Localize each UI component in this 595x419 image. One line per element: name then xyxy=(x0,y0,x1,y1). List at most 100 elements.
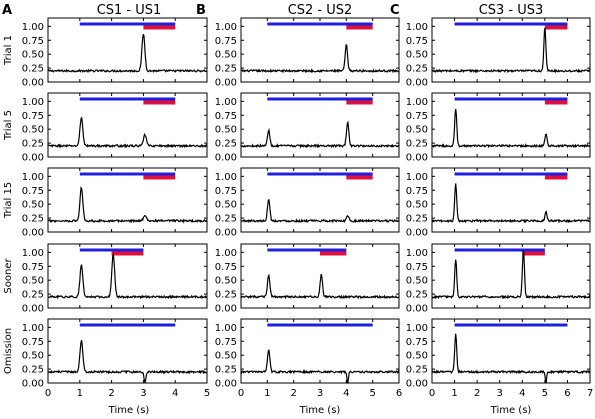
y-tick-label: 0.25 xyxy=(22,214,44,225)
response-trace xyxy=(47,34,208,74)
axes-frame xyxy=(431,243,591,309)
y-tick-label: 0.50 xyxy=(22,50,44,61)
response-trace xyxy=(240,273,400,300)
y-tick-label: 1.00 xyxy=(406,172,428,183)
axes-frame xyxy=(431,167,591,233)
y-tick-label: 0.50 xyxy=(406,50,428,61)
y-tick-label: 0.25 xyxy=(22,64,44,75)
y-tick-label: 0.00 xyxy=(215,153,237,164)
y-tick-label: 1.00 xyxy=(22,323,44,334)
x-tick-label: 5 xyxy=(542,388,548,399)
panel-c2-r5: 0.00 0.25 0.50 0.75 1.00 0 1 2 3 4 5 6 xyxy=(215,318,402,399)
x-tick-label: 3 xyxy=(317,388,323,399)
x-tick-label: 2 xyxy=(474,388,480,399)
panel-c1-r1: 0.00 0.25 0.50 0.75 1.00 Trial 1 xyxy=(3,17,208,89)
row-label: Omission xyxy=(3,328,14,374)
us-bar xyxy=(143,25,176,30)
us-bar xyxy=(346,25,373,30)
y-tick-label: 0.00 xyxy=(22,153,44,164)
y-tick-label: 0.25 xyxy=(406,365,428,376)
cs-bar xyxy=(454,248,545,252)
y-tick-label: 0.50 xyxy=(406,125,428,136)
panel-c3-r2: 0.00 0.25 0.50 0.75 1.00 xyxy=(406,92,591,164)
panel-c3-r3: 0.00 0.25 0.50 0.75 1.00 xyxy=(406,167,591,239)
panel-letter-b: B xyxy=(196,3,206,18)
y-tick-label: 1.00 xyxy=(22,248,44,259)
cs-bar xyxy=(454,22,568,26)
cs-bar xyxy=(79,248,144,252)
axes-frame xyxy=(240,318,400,384)
y-tick-label: 0.00 xyxy=(406,379,428,390)
y-tick-label: 0.00 xyxy=(22,304,44,315)
y-tick-label: 0.75 xyxy=(22,337,44,348)
y-tick-label: 0.25 xyxy=(22,139,44,150)
us-bar xyxy=(544,25,568,30)
y-tick-label: 0.25 xyxy=(215,290,237,301)
y-tick-label: 1.00 xyxy=(215,22,237,33)
row-label: Trial 1 xyxy=(3,35,14,66)
x-axis-labels: Time (s) Time (s) Time (s) xyxy=(108,405,532,416)
panel-c2-r3: 0.00 0.25 0.50 0.75 1.00 xyxy=(215,167,400,239)
y-tick-label: 1.00 xyxy=(215,172,237,183)
x-tick-label: 0 xyxy=(238,388,244,399)
y-tick-label: 0.50 xyxy=(22,276,44,287)
cs-bar xyxy=(267,248,347,252)
us-bar xyxy=(522,251,545,256)
panel-c1-r3: 0.00 0.25 0.50 0.75 1.00 Trial 15 xyxy=(3,167,208,239)
x-tick-label: 3 xyxy=(497,388,503,399)
y-tick-label: 0.25 xyxy=(22,365,44,376)
axes-frame xyxy=(431,318,591,384)
response-trace xyxy=(47,116,207,149)
panel-c3-r5: 0.00 0.25 0.50 0.75 1.00 0 1 2 3 4 5 6 7 xyxy=(406,318,593,399)
axes-frame xyxy=(431,17,591,83)
y-tick-label: 0.00 xyxy=(22,228,44,239)
y-tick-label: 1.00 xyxy=(22,172,44,183)
cs-bar xyxy=(79,97,176,101)
y-tick-label: 0.00 xyxy=(406,153,428,164)
cs-bar xyxy=(267,323,373,327)
cs-bar xyxy=(454,97,568,101)
cs-bar xyxy=(79,22,176,26)
response-trace xyxy=(240,120,400,149)
y-tick-label: 0.50 xyxy=(215,200,237,211)
x-tick-label: 0 xyxy=(429,388,435,399)
response-trace xyxy=(431,27,591,74)
axes-frame xyxy=(47,243,208,309)
y-tick-label: 0.50 xyxy=(406,200,428,211)
column-titles: CS1 - US1 CS2 - US2 CS3 - US3 xyxy=(97,3,544,18)
y-tick-label: 1.00 xyxy=(215,97,237,108)
x-tick-label: 2 xyxy=(108,388,114,399)
x-tick-label: 5 xyxy=(204,388,210,399)
y-tick-label: 0.75 xyxy=(215,186,237,197)
x-tick-label: 7 xyxy=(587,388,593,399)
us-bar xyxy=(544,175,568,180)
y-tick-label: 1.00 xyxy=(215,323,237,334)
x-tick-label: 4 xyxy=(343,388,349,399)
response-trace xyxy=(431,183,591,224)
panel-c1-r5: 0.00 0.25 0.50 0.75 1.00 0 1 2 3 4 5 Omission xyxy=(3,318,210,399)
y-tick-label: 0.00 xyxy=(22,379,44,390)
y-tick-label: 1.00 xyxy=(406,323,428,334)
x-tick-label: 2 xyxy=(290,388,296,399)
y-tick-label: 0.50 xyxy=(22,200,44,211)
y-tick-label: 0.75 xyxy=(215,36,237,47)
us-bar xyxy=(346,100,373,105)
response-trace xyxy=(240,349,400,384)
y-tick-label: 0.50 xyxy=(22,125,44,136)
y-tick-label: 0.00 xyxy=(215,379,237,390)
y-tick-label: 0.50 xyxy=(22,351,44,362)
y-tick-label: 0.00 xyxy=(215,228,237,239)
us-bar xyxy=(143,175,176,180)
response-trace xyxy=(47,186,208,224)
x-axis-label-col2: Time (s) xyxy=(299,405,341,416)
cs-bar xyxy=(267,22,373,26)
y-tick-label: 0.75 xyxy=(406,111,428,122)
y-tick-label: 0.25 xyxy=(406,214,428,225)
cs-bar xyxy=(79,172,176,176)
y-tick-label: 0.75 xyxy=(22,262,44,273)
y-tick-label: 0.25 xyxy=(22,290,44,301)
response-trace xyxy=(47,339,208,383)
cs-bar xyxy=(454,323,568,327)
x-tick-label: 6 xyxy=(564,388,570,399)
y-tick-label: 1.00 xyxy=(22,22,44,33)
